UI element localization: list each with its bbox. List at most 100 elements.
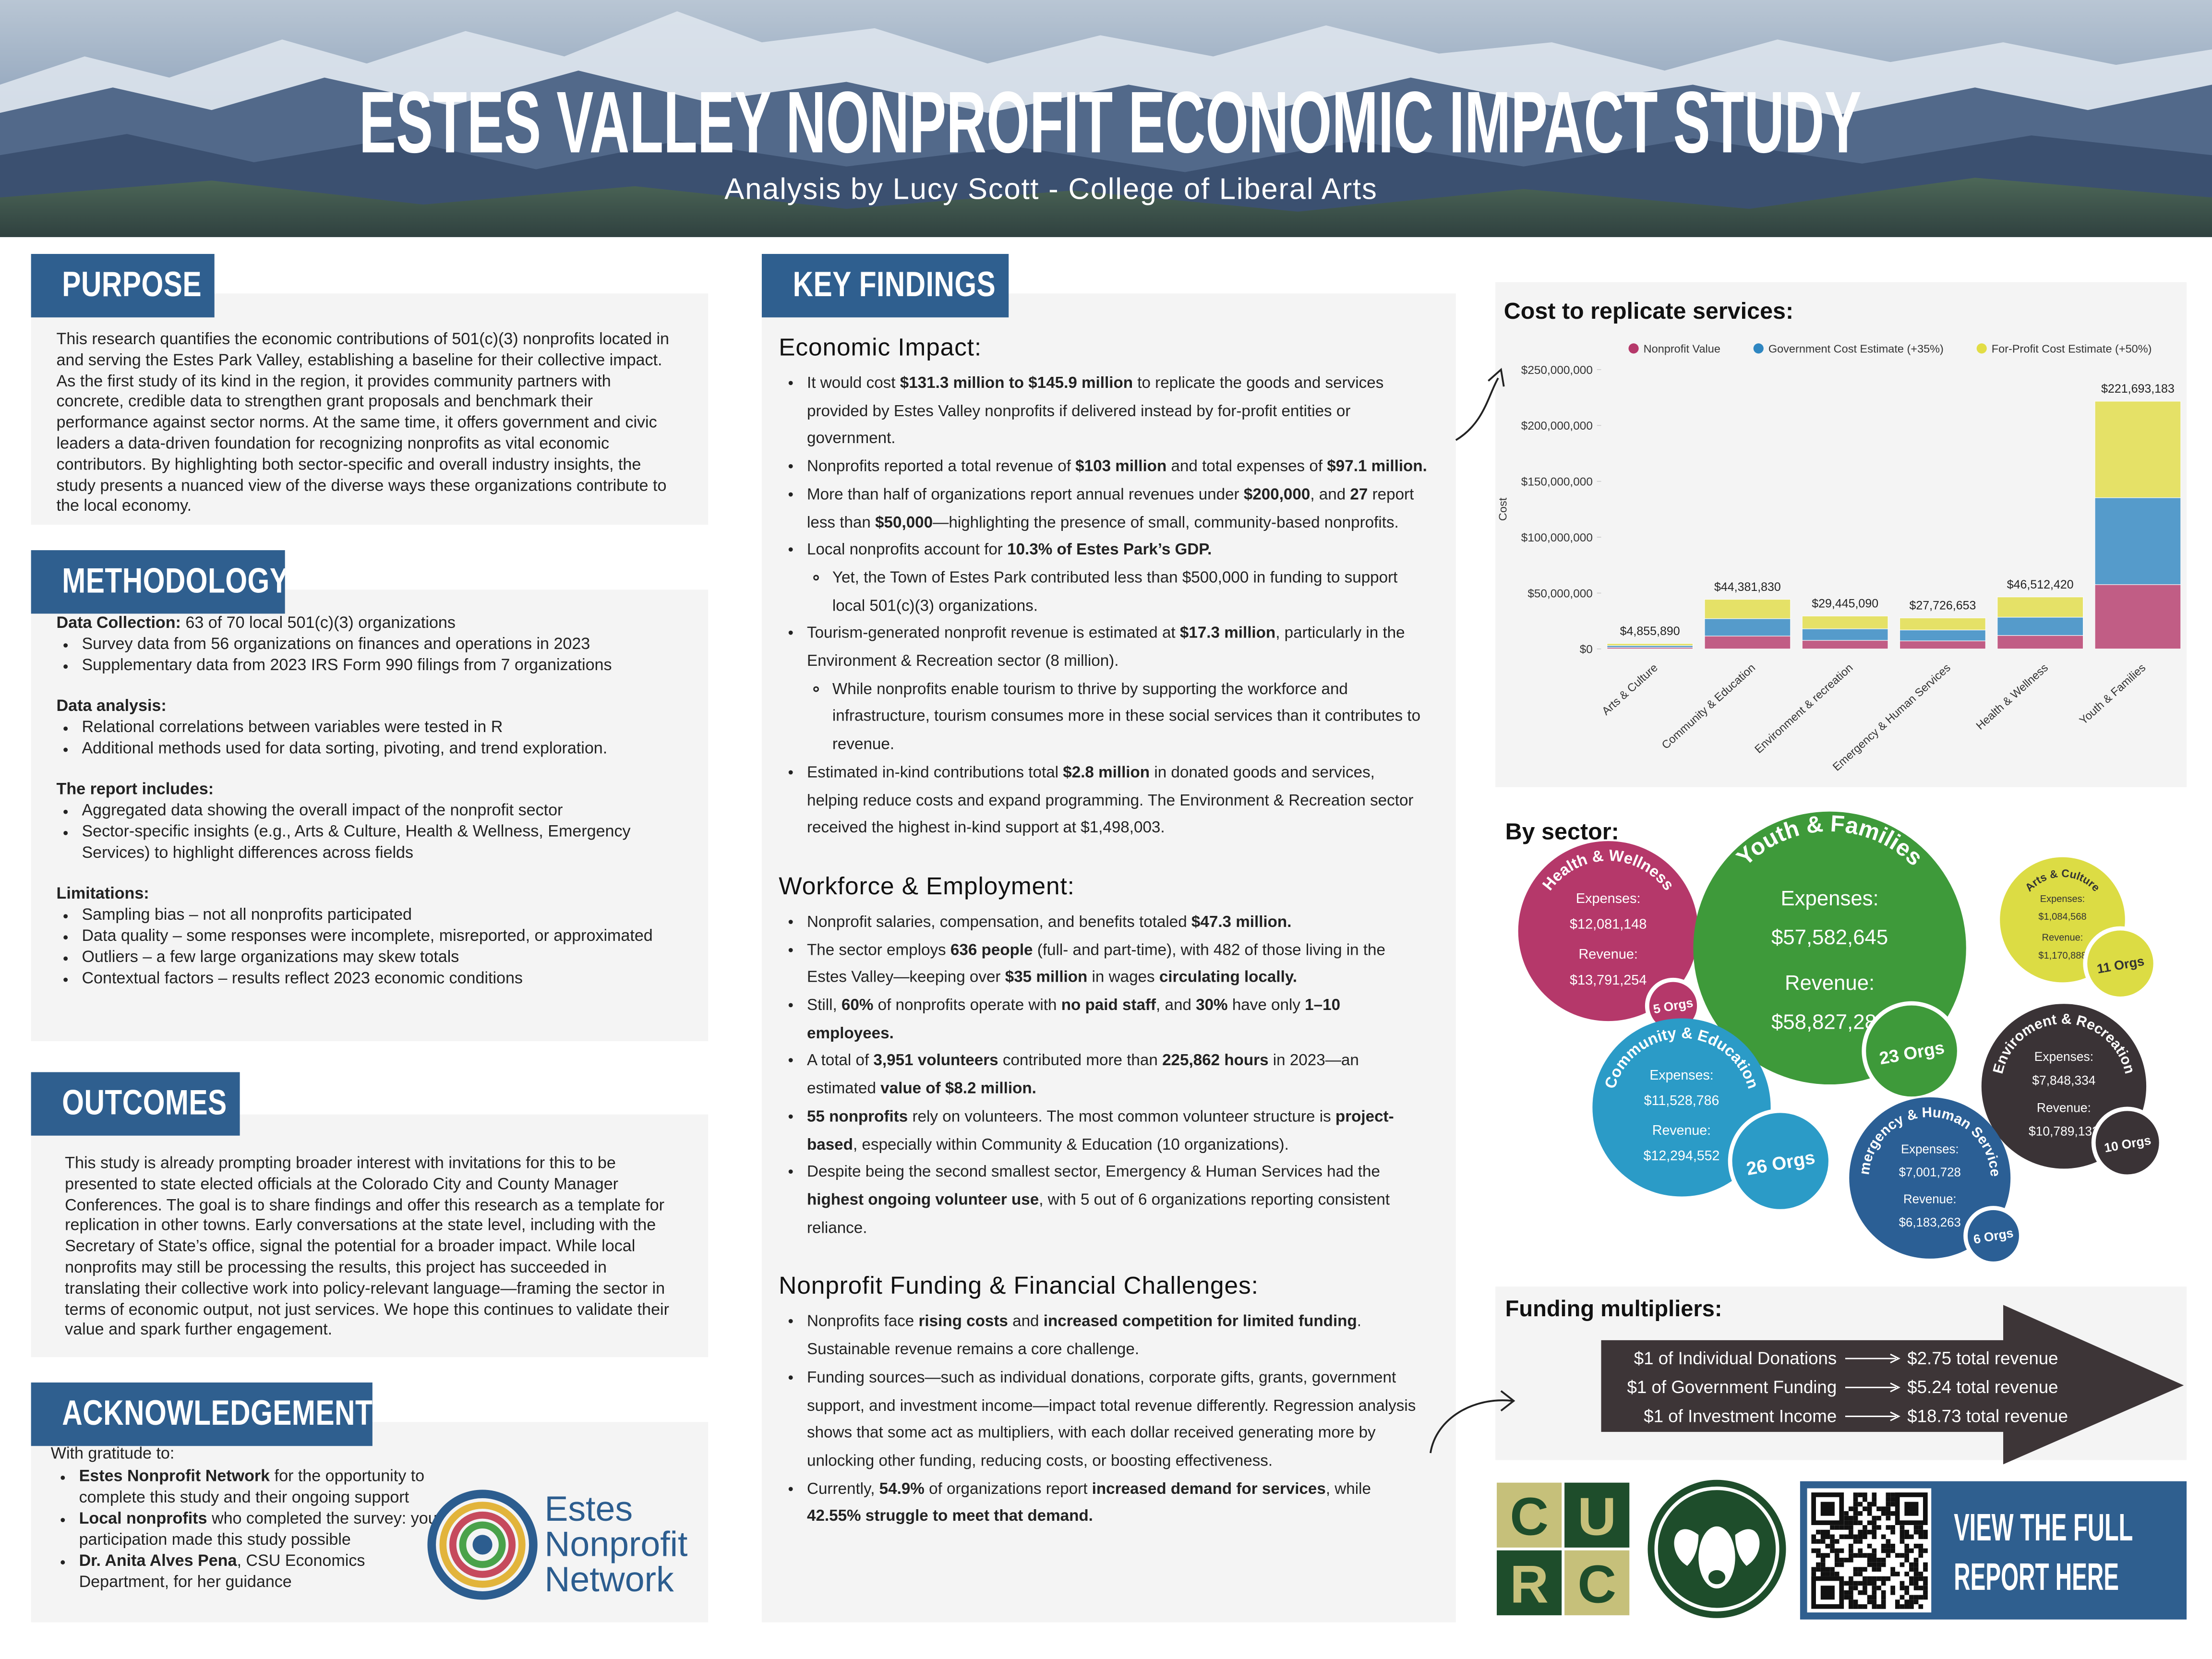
- x-tick-label: Health & Wellness: [1973, 661, 2050, 732]
- qr-module: [1895, 1553, 1900, 1558]
- qr-module: [1853, 1599, 1858, 1604]
- text-run: Still,: [806, 997, 842, 1015]
- qr-module: [1890, 1525, 1895, 1530]
- qr-module: [1853, 1567, 1858, 1572]
- finding: Despite being the second smallest sector…: [807, 1160, 1428, 1244]
- curc-cell: [1497, 1482, 1562, 1548]
- group-list: Sampling bias – not all nonprofits parti…: [57, 904, 680, 989]
- text-run: More than half of organizations report a…: [806, 486, 1244, 504]
- qr-module: [1839, 1557, 1844, 1563]
- bar-segment: [1607, 643, 1694, 646]
- qr-module: [1909, 1581, 1914, 1586]
- qr-module: [1863, 1553, 1867, 1558]
- text-run: , with 5 out of 6 organizations reportin…: [806, 1192, 1390, 1237]
- qr-module: [1867, 1511, 1872, 1516]
- qr-module: [1853, 1534, 1858, 1539]
- qr-module: [1853, 1506, 1858, 1512]
- sector-figure: Expenses:: [1649, 1068, 1713, 1083]
- text-run: Yet, the Town of Estes Park contributed …: [832, 570, 1398, 615]
- qr-module: [1816, 1553, 1821, 1558]
- finding: Nonprofits reported a total revenue of $…: [807, 455, 1428, 482]
- qr-module: [1863, 1567, 1867, 1572]
- text-run: The sector employs: [806, 942, 950, 959]
- sector-figure: Revenue:: [1578, 947, 1637, 962]
- bold-run: $2.8 million: [1063, 764, 1150, 781]
- qr-module: [1904, 1557, 1910, 1563]
- sector-figure: $13,791,254: [1570, 973, 1647, 988]
- qr-module: [1820, 1567, 1826, 1572]
- qr-module: [1876, 1506, 1881, 1512]
- text-run: —highlighting the presence of small, com…: [933, 514, 1399, 531]
- qr-module: [1876, 1567, 1881, 1572]
- text-run: While nonprofits enable tourism to thriv…: [832, 681, 1421, 754]
- text-run: and total expenses of: [1166, 458, 1327, 476]
- bold-run: $17.3 million: [1179, 625, 1276, 643]
- text-run: to replicate the goods and services prov…: [806, 375, 1384, 448]
- qr-module: [1858, 1590, 1863, 1595]
- ack-intro: With gratitude to:: [50, 1444, 175, 1463]
- qr-module: [1913, 1525, 1919, 1530]
- pointer-arrow: [1430, 1399, 1513, 1454]
- text-run: rely on volunteers. The most common volu…: [908, 1108, 1335, 1126]
- finding: Local nonprofits account for 10.3% of Es…: [807, 538, 1428, 621]
- qr-module: [1886, 1548, 1891, 1553]
- sector-figure: Expenses:: [2034, 1049, 2093, 1064]
- sector-figure: Revenue:: [2037, 1101, 2091, 1115]
- outcomes-text: This study is already prompting broader …: [65, 1154, 669, 1340]
- qr-module: [1899, 1595, 1905, 1600]
- finding: Still, 60% of nonprofits operate with no…: [807, 993, 1428, 1049]
- qr-module: [1834, 1525, 1839, 1530]
- qr-module: [1811, 1534, 1816, 1539]
- qr-module: [1848, 1604, 1853, 1609]
- bold-run: 60%: [841, 997, 874, 1015]
- qr-module: [1872, 1492, 1877, 1497]
- qr-module: [1844, 1515, 1849, 1521]
- pointer-arrowhead: [1488, 368, 1505, 387]
- finding: Nonprofit salaries, compensation, and be…: [807, 910, 1428, 938]
- text-run: Local nonprofits account for: [806, 542, 1008, 559]
- qr-module: [1834, 1562, 1839, 1567]
- qr-module: [1834, 1572, 1839, 1576]
- qr-module: [1867, 1581, 1872, 1586]
- qr-module: [1830, 1548, 1835, 1553]
- sector-figure: Revenue:: [1785, 971, 1875, 995]
- group-list: Aggregated data showing the overall impa…: [57, 800, 680, 863]
- key-findings-heading: KEY FINDINGS: [761, 253, 1009, 318]
- sub-list: Yet, the Town of Estes Park contributed …: [807, 565, 1428, 621]
- sub-finding: Yet, the Town of Estes Park contributed …: [832, 565, 1428, 621]
- logo-core: [472, 1535, 493, 1555]
- bold-run: increased competition for limited fundin…: [1043, 1314, 1357, 1331]
- qr-module: [1918, 1576, 1923, 1581]
- sector-figure: $1,084,568: [2038, 912, 2086, 922]
- methodology-panel: Data Collection: 63 of 70 local 501(c)(3…: [31, 589, 709, 1041]
- qr-module: [1881, 1543, 1886, 1549]
- text-run: Funding sources—such as individual donat…: [806, 1369, 1416, 1470]
- text-run: Currently,: [806, 1480, 879, 1498]
- total-label: $44,381,830: [1714, 580, 1781, 594]
- funding-result: $2.75 total revenue: [1907, 1348, 2058, 1368]
- qr-module: [1909, 1595, 1914, 1600]
- qr-module: [1913, 1599, 1919, 1604]
- qr-module: [1848, 1557, 1853, 1563]
- qr-module: [1863, 1581, 1867, 1586]
- qr-module: [1890, 1567, 1895, 1572]
- group-label-text: Data analysis:: [56, 697, 167, 715]
- qr-module: [1886, 1492, 1891, 1497]
- banner: ESTES VALLEY NONPROFIT ECONOMIC IMPACT S…: [0, 0, 2212, 237]
- bold-run: 636 people: [950, 942, 1033, 959]
- qr-module: [1872, 1553, 1877, 1558]
- qr-module: [1848, 1534, 1853, 1539]
- qr-module: [1904, 1599, 1910, 1604]
- qr-module: [1867, 1557, 1872, 1563]
- qr-module: [1867, 1502, 1872, 1507]
- qr-module: [1863, 1576, 1867, 1581]
- text-run: Nonprofit salaries, compensation, and be…: [806, 914, 1191, 931]
- purpose-text: This research quantifies the economic co…: [56, 330, 670, 516]
- group-label-text: The report includes:: [56, 780, 214, 799]
- ack-name: Dr. Anita Alves Pena: [79, 1551, 237, 1570]
- qr-module: [1816, 1539, 1821, 1544]
- chart-title: By sector:: [1505, 819, 1619, 845]
- qr-module: [1853, 1515, 1858, 1521]
- bullet: Additional methods used for data sorting…: [82, 738, 680, 759]
- qr-module: [1899, 1539, 1905, 1544]
